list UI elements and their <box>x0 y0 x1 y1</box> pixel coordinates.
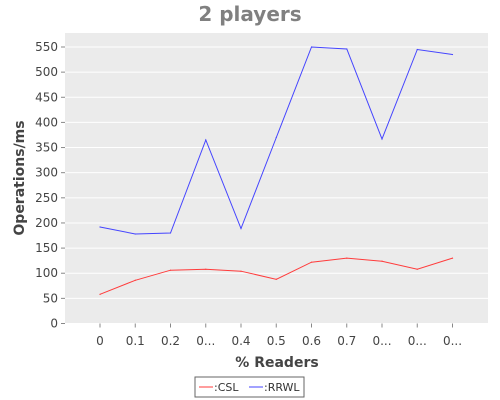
data-point-csl-9 <box>417 269 418 270</box>
data-point-rrwl-6 <box>311 46 312 47</box>
data-point-rrwl-2 <box>170 232 171 233</box>
data-point-rrwl-7 <box>346 48 347 49</box>
data-point-rrwl-9 <box>417 49 418 50</box>
data-point-csl-4 <box>240 271 241 272</box>
data-point-rrwl-5 <box>276 137 277 138</box>
data-point-csl-2 <box>170 270 171 271</box>
data-point-rrwl-0 <box>99 226 100 227</box>
y-tick-label-50: 50 <box>43 291 58 305</box>
data-point-csl-0 <box>99 294 100 295</box>
plot-area <box>65 33 488 324</box>
data-point-rrwl-1 <box>135 233 136 234</box>
x-tick-label-4: 0.4 <box>231 334 250 348</box>
y-tick-label-500: 500 <box>35 65 58 79</box>
y-axis-label: Operations/ms <box>12 120 28 235</box>
data-point-csl-3 <box>205 269 206 270</box>
legend: :CSL :RRWL <box>195 377 304 397</box>
y-tick-label-450: 450 <box>35 90 58 104</box>
data-point-csl-1 <box>135 280 136 281</box>
x-tick-label-2: 0.2 <box>161 334 180 348</box>
data-point-rrwl-10 <box>452 54 453 55</box>
data-point-csl-10 <box>452 258 453 259</box>
x-tick-label-1: 0.1 <box>126 334 145 348</box>
y-tick-label-150: 150 <box>35 241 58 255</box>
x-tick-label-9: 0... <box>408 334 427 348</box>
y-tick-label-250: 250 <box>35 191 58 205</box>
data-point-rrwl-8 <box>381 138 382 139</box>
data-point-csl-7 <box>346 258 347 259</box>
x-tick-label-0: 0 <box>96 334 104 348</box>
x-tick-label-3: 0... <box>196 334 215 348</box>
chart-title: 2 players <box>198 2 301 26</box>
y-tick-label-100: 100 <box>35 266 58 280</box>
y-tick-label-350: 350 <box>35 141 58 155</box>
x-tick-label-8: 0... <box>372 334 391 348</box>
data-point-rrwl-4 <box>240 228 241 229</box>
x-axis-ticks: 0 0.1 0.2 0... 0.4 0.5 0.6 0.7 0... 0... 0... <box>96 324 462 349</box>
legend-label-rrwl: :RRWL <box>264 381 300 394</box>
y-tick-label-200: 200 <box>35 216 58 230</box>
x-tick-label-6: 0.6 <box>302 334 321 348</box>
legend-label-csl: :CSL <box>214 381 239 394</box>
x-tick-label-7: 0.7 <box>337 334 356 348</box>
y-axis-ticks: 0 50 100 150 200 250 300 350 400 450 500 550 <box>35 40 65 331</box>
y-tick-label-300: 300 <box>35 166 58 180</box>
data-point-rrwl-3 <box>205 139 206 140</box>
data-point-csl-6 <box>311 262 312 263</box>
data-point-csl-8 <box>381 261 382 262</box>
y-tick-label-0: 0 <box>50 317 58 331</box>
y-tick-label-550: 550 <box>35 40 58 54</box>
y-tick-label-400: 400 <box>35 115 58 129</box>
data-point-csl-5 <box>276 279 277 280</box>
x-tick-label-5: 0.5 <box>267 334 286 348</box>
x-axis-label: % Readers <box>235 355 318 371</box>
x-tick-label-10: 0... <box>443 334 462 348</box>
